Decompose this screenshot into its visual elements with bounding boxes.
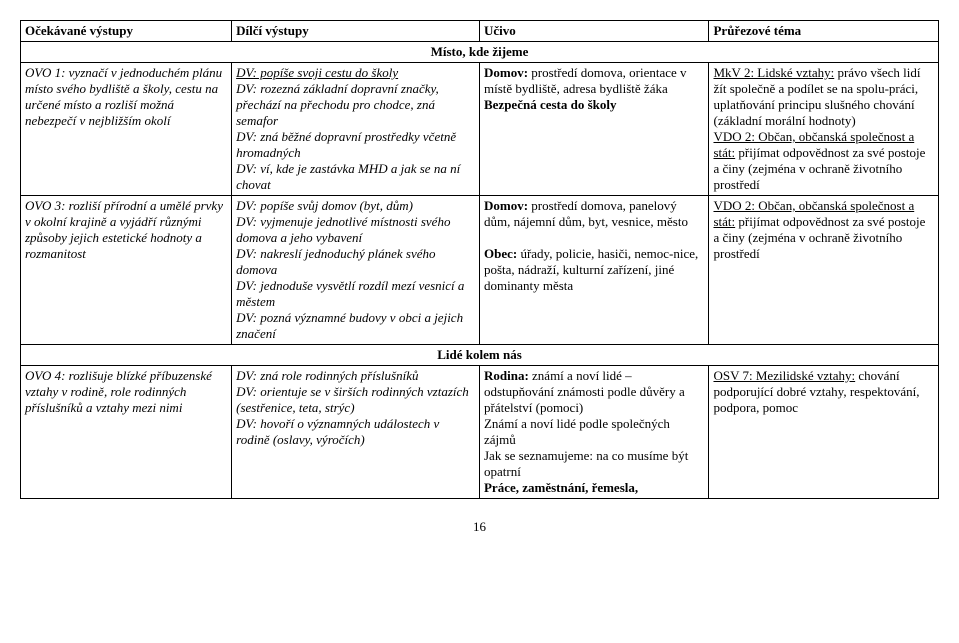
ovo1-text: OVO 1: vyznačí v jednoduchém plánu místo… [25,65,222,128]
cell-r2-c2: DV: popíše svůj domov (byt, dům) DV: vyj… [232,196,480,345]
dv-text: DV: orientuje se v širších rodinných vzt… [236,384,469,415]
topic-label: Domov: [484,198,528,213]
topic-label: Rodina: [484,368,529,383]
cell-r1-c3: Domov: prostředí domova, orientace v mís… [479,63,709,196]
dv-text: DV: popíše svoji cestu do školy [236,65,398,80]
ovo4-text: OVO 4: rozlišuje blízké příbuzenské vzta… [25,368,212,415]
cell-r1-c4: MkV 2: Lidské vztahy: právo všech lidí ž… [709,63,939,196]
table-row: OVO 4: rozlišuje blízké příbuzenské vzta… [21,366,939,499]
dv-text: DV: zná role rodinných příslušníků [236,368,418,383]
topic-label: Bezpečná cesta do školy [484,97,617,112]
section-header-1: Místo, kde žijeme [21,42,939,63]
dv-text: DV: hovoří o významných událostech v rod… [236,416,439,447]
section-row-2: Lidé kolem nás [21,345,939,366]
ovo3-text: OVO 3: rozliší přírodní a umělé prvky v … [25,198,223,261]
topic-text: Jak se seznamujeme: na co musíme být opa… [484,448,688,479]
cell-r1-c2: DV: popíše svoji cestu do školy DV: roze… [232,63,480,196]
header-c3: Učivo [479,21,709,42]
header-c4: Průřezové téma [709,21,939,42]
curriculum-table: Očekávané výstupy Dílčí výstupy Učivo Pr… [20,20,939,499]
cell-r3-c4: OSV 7: Mezilidské vztahy: chování podpor… [709,366,939,499]
dv-text: DV: nakreslí jednoduchý plánek svého dom… [236,246,435,277]
cell-r2-c1: OVO 3: rozliší přírodní a umělé prvky v … [21,196,232,345]
header-row: Očekávané výstupy Dílčí výstupy Učivo Pr… [21,21,939,42]
topic-label: Domov: [484,65,528,80]
page-number: 16 [20,519,939,535]
header-c1: Očekávané výstupy [21,21,232,42]
table-row: OVO 1: vyznačí v jednoduchém plánu místo… [21,63,939,196]
section-header-2: Lidé kolem nás [21,345,939,366]
section-row-1: Místo, kde žijeme [21,42,939,63]
theme-text: přijímat odpovědnost za své postoje a či… [713,145,925,192]
topic-text: Známí a noví lidé podle společných zájmů [484,416,670,447]
table-row: OVO 3: rozliší přírodní a umělé prvky v … [21,196,939,345]
theme-label: MkV 2: Lidské vztahy: [713,65,834,80]
theme-text: přijímat odpovědnost za své postoje a či… [713,214,925,261]
cell-r3-c3: Rodina: známí a noví lidé – odstupňování… [479,366,709,499]
cell-r3-c2: DV: zná role rodinných příslušníků DV: o… [232,366,480,499]
dv-text: DV: vyjmenuje jednotlivé místnosti svého… [236,214,450,245]
cell-r1-c1: OVO 1: vyznačí v jednoduchém plánu místo… [21,63,232,196]
dv-text: DV: jednoduše vysvětlí rozdíl mezí vesni… [236,278,464,309]
theme-label: OSV 7: Mezilidské vztahy: [713,368,855,383]
dv-text: DV: zná běžné dopravní prostředky včetně… [236,129,456,160]
header-c2: Dílčí výstupy [232,21,480,42]
topic-label: Obec: [484,246,517,261]
topic-label: Práce, zaměstnání, řemesla, [484,480,638,495]
dv-text: DV: ví, kde je zastávka MHD a jak se na … [236,161,460,192]
cell-r3-c1: OVO 4: rozlišuje blízké příbuzenské vzta… [21,366,232,499]
cell-r2-c4: VDO 2: Občan, občanská společnost a stát… [709,196,939,345]
cell-r2-c3: Domov: prostředí domova, panelový dům, n… [479,196,709,345]
dv-text: DV: rozezná základní dopravní značky, př… [236,81,439,128]
dv-text: DV: pozná významné budovy v obci a jejic… [236,310,463,341]
dv-text: DV: popíše svůj domov (byt, dům) [236,198,413,213]
topic-text: úřady, policie, hasiči, nemoc-nice, pošt… [484,246,698,293]
